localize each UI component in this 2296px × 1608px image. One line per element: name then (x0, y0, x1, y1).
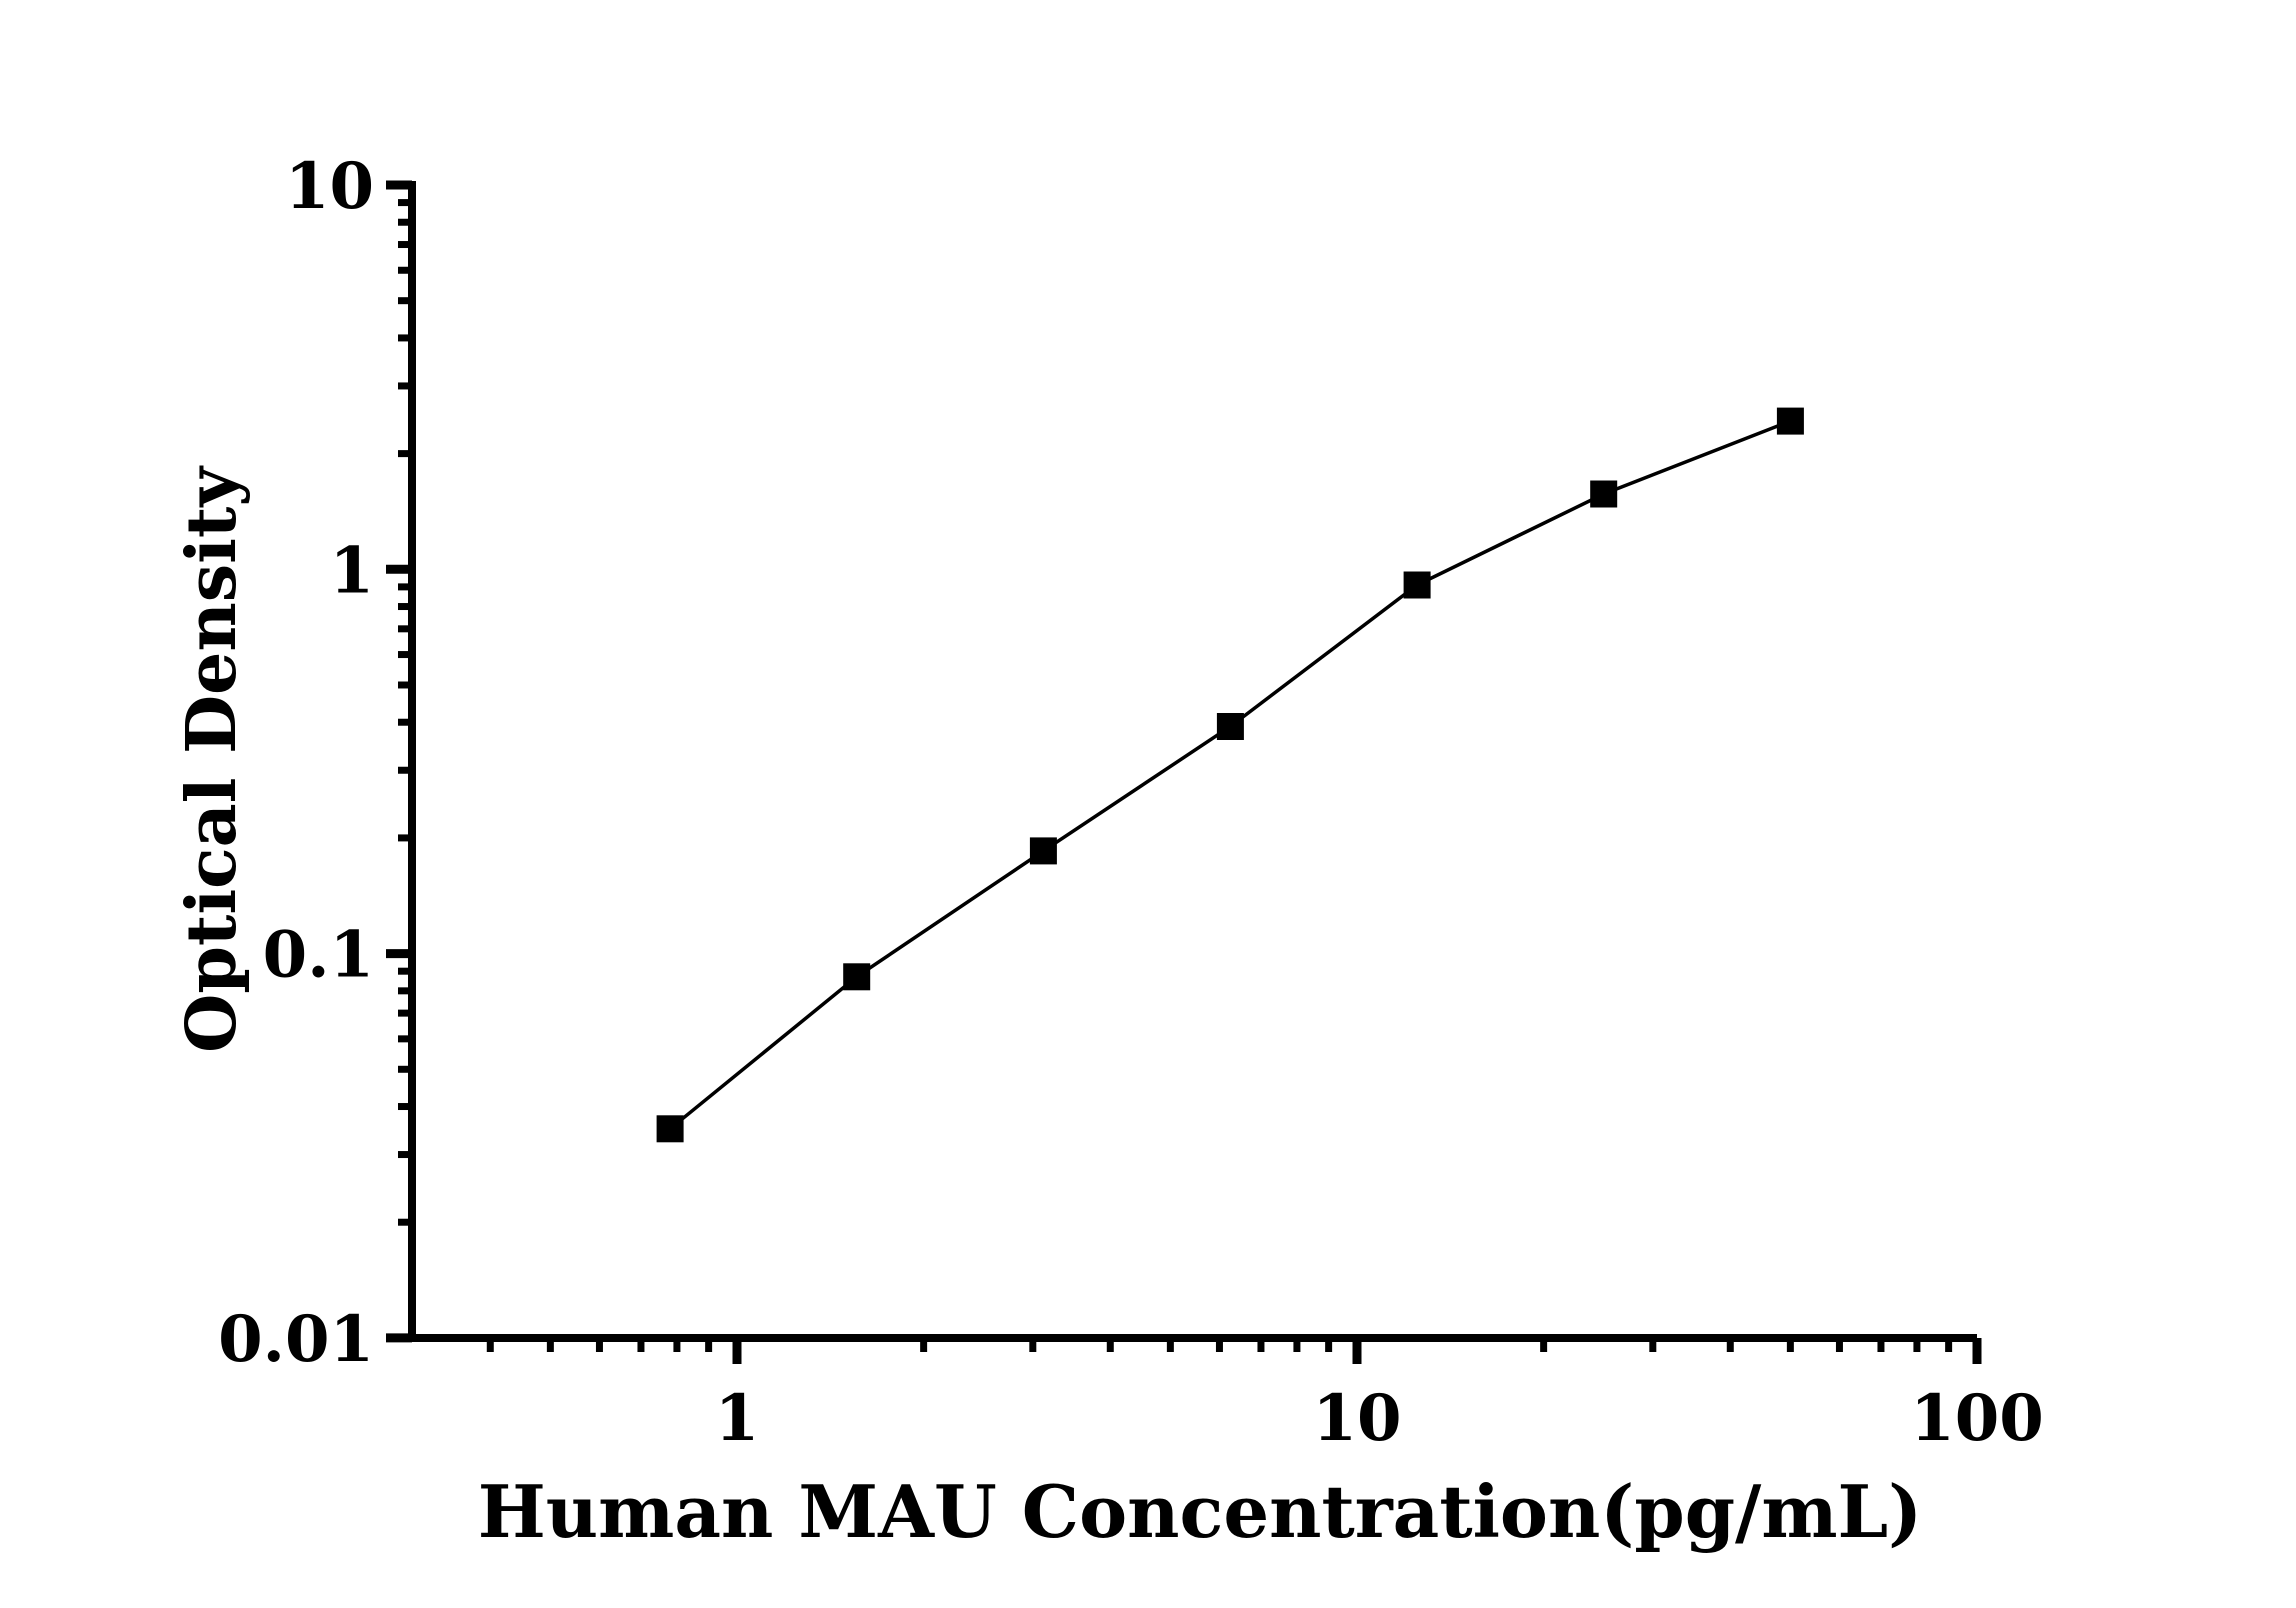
data-point-marker (1590, 480, 1618, 508)
series-line (668, 419, 1792, 1131)
y-tick-label: 10 (285, 149, 374, 224)
axis-ticks (386, 180, 1982, 1364)
y-tick-label: 0.01 (218, 1302, 374, 1377)
x-tick-label: 1 (715, 1381, 760, 1456)
data-point-marker (1216, 713, 1244, 740)
data-point-marker (1776, 407, 1804, 435)
x-tick-label: 10 (1312, 1381, 1401, 1456)
data-point-marker (656, 1115, 684, 1143)
axes (408, 181, 1977, 1342)
data-point-marker (1029, 837, 1057, 865)
tick-labels: 1 10 100 10 1 0.1 0.01 (218, 149, 2044, 1456)
data-point-marker (1403, 571, 1431, 599)
data-series (656, 407, 1804, 1143)
x-tick-label: 100 (1910, 1381, 2044, 1456)
y-tick-label: 0.1 (263, 918, 374, 993)
y-tick-label: 1 (329, 533, 374, 608)
y-axis-title: Optical Density (172, 465, 252, 1053)
data-point-marker (843, 963, 871, 991)
x-axis-title: Human MAU Concentration(pg/mL) (478, 1469, 1922, 1554)
